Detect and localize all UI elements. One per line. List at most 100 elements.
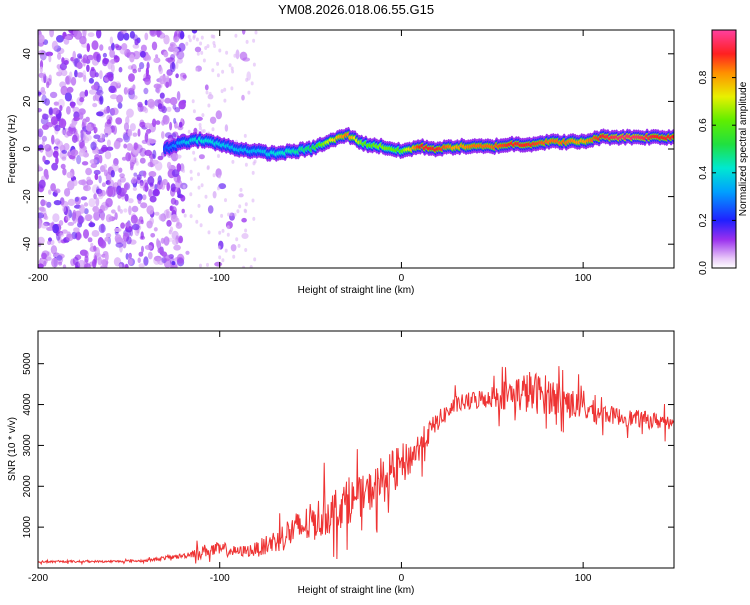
heatmap-noise-cell — [42, 72, 46, 77]
heatmap-noise-cell — [77, 215, 84, 225]
heatmap-noise-cell — [119, 263, 123, 268]
heatmap-noise-cell — [103, 163, 107, 170]
heatmap-noise-cell — [72, 106, 80, 114]
heatmap-noise-cell — [156, 238, 160, 248]
heatmap-noise-cell — [41, 94, 47, 105]
heatmap-noise-cell — [217, 154, 220, 158]
heatmap-noise-cell — [177, 125, 184, 131]
heatmap-noise-cell — [220, 89, 224, 94]
y-tick-label: 1000 — [22, 516, 33, 539]
heatmap-noise-cell — [41, 135, 48, 142]
heatmap-noise-cell — [157, 155, 164, 161]
heatmap-noise-cell — [197, 172, 200, 177]
heatmap-noise-cell — [232, 254, 236, 259]
heatmap-noise-cell — [177, 256, 184, 265]
heatmap-noise-cell — [80, 129, 84, 140]
heatmap-noise-cell — [230, 244, 237, 252]
heatmap-noise-cell — [182, 74, 187, 79]
heatmap-noise-cell — [54, 124, 61, 132]
heatmap-noise-cell — [170, 214, 178, 223]
heatmap-noise-cell — [78, 150, 86, 157]
heatmap-y-ticks: -40 -20 0 20 40 — [22, 48, 674, 251]
heatmap-noise-cell — [128, 259, 133, 266]
heatmap-noise-cell — [227, 212, 231, 217]
snr-y-label: SNR (10 * v/v) — [7, 417, 18, 481]
heatmap-noise-cell — [198, 123, 202, 127]
heatmap-noise-cell — [110, 170, 115, 178]
heatmap-noise-cell — [125, 116, 130, 125]
heatmap-noise-cell — [79, 91, 86, 99]
heatmap-noise-cell — [58, 261, 63, 266]
heatmap-noise-cell — [166, 219, 172, 227]
heatmap-noise-cell — [73, 179, 78, 186]
colorbar-ticks: 0.0 0.2 0.4 0.6 0.8 — [698, 70, 736, 275]
heatmap-noise-cell — [48, 54, 52, 63]
y-tick-label: 4000 — [22, 393, 33, 416]
heatmap-noise-cell — [72, 209, 77, 219]
heatmap-noise-cell — [59, 81, 66, 88]
heatmap-noise-cell — [131, 176, 137, 184]
heatmap-noise-cell — [220, 213, 224, 218]
heatmap-noise-cell — [72, 50, 76, 61]
heatmap-noise-cell — [83, 263, 91, 268]
heatmap-noise-cell — [92, 205, 99, 213]
heatmap-noise-cell — [216, 186, 220, 191]
heatmap-noise-cell — [52, 107, 60, 115]
heatmap-noise-cell — [87, 237, 93, 243]
heatmap-noise-cell — [149, 157, 154, 168]
heatmap-noise-cell — [164, 132, 173, 139]
heatmap-noise-cell — [82, 30, 87, 37]
heatmap-noise-cell — [108, 85, 116, 94]
heatmap-noise-cell — [90, 141, 97, 151]
heatmap-noise-cell — [38, 144, 44, 150]
heatmap-noise-cell — [175, 179, 183, 189]
heatmap-noise-cell — [97, 189, 104, 197]
heatmap-noise-cell — [174, 107, 181, 113]
heatmap-noise-cell — [47, 240, 52, 246]
heatmap-noise-cell — [119, 173, 125, 179]
heatmap-noise-cell — [196, 51, 200, 56]
heatmap-noise-cell — [94, 154, 101, 160]
heatmap-noise-cell — [70, 258, 76, 267]
colorbar-gradient — [712, 30, 736, 268]
heatmap-noise-cell — [57, 98, 65, 109]
heatmap-noise-cell — [96, 89, 104, 96]
heatmap-noise-cell — [42, 113, 49, 120]
heatmap-noise-cell — [149, 30, 157, 37]
heatmap-noise-cell — [76, 61, 83, 70]
heatmap-noise-cell — [156, 30, 161, 38]
heatmap-noise-cell — [131, 223, 140, 231]
heatmap-noise-cell — [204, 84, 209, 91]
snr-line-layer — [38, 366, 674, 566]
heatmap-noise-cell — [98, 208, 103, 214]
heatmap-noise-cell — [244, 202, 248, 207]
x-tick-label: 0 — [399, 573, 405, 584]
heatmap-noise-cell — [85, 116, 90, 123]
heatmap-noise-cell — [141, 245, 144, 253]
heatmap-noise-cell — [82, 118, 87, 128]
heatmap-noise-cell — [139, 157, 146, 164]
heatmap-noise-cell — [143, 256, 149, 266]
heatmap-noise-cell — [244, 248, 248, 252]
heatmap-noise-cell — [40, 223, 48, 229]
heatmap-noise-cell — [89, 159, 98, 165]
snr-x-label: Height of straight line (km) — [298, 585, 415, 596]
heatmap-noise-cell — [48, 189, 52, 195]
heatmap-noise-cell — [118, 66, 123, 73]
heatmap-noise-cell — [238, 193, 244, 198]
heatmap-noise-cell — [163, 236, 170, 246]
heatmap-noise-cell — [226, 225, 230, 230]
heatmap-noise-cell — [51, 162, 58, 171]
heatmap-noise-cell — [60, 69, 68, 77]
heatmap-noise-cell — [218, 255, 222, 260]
heatmap-noise-cell — [83, 208, 89, 215]
heatmap-noise-cell — [93, 51, 101, 62]
heatmap-noise-cell — [60, 200, 69, 208]
heatmap-noise-cell — [38, 179, 46, 189]
heatmap-noise-cell — [103, 169, 108, 177]
heatmap-noise-cell — [93, 245, 97, 252]
heatmap-noise-cell — [170, 54, 176, 60]
heatmap-noise-cell — [64, 35, 73, 40]
heatmap-noise-cell — [157, 247, 163, 254]
heatmap-noise-cell — [40, 90, 47, 96]
